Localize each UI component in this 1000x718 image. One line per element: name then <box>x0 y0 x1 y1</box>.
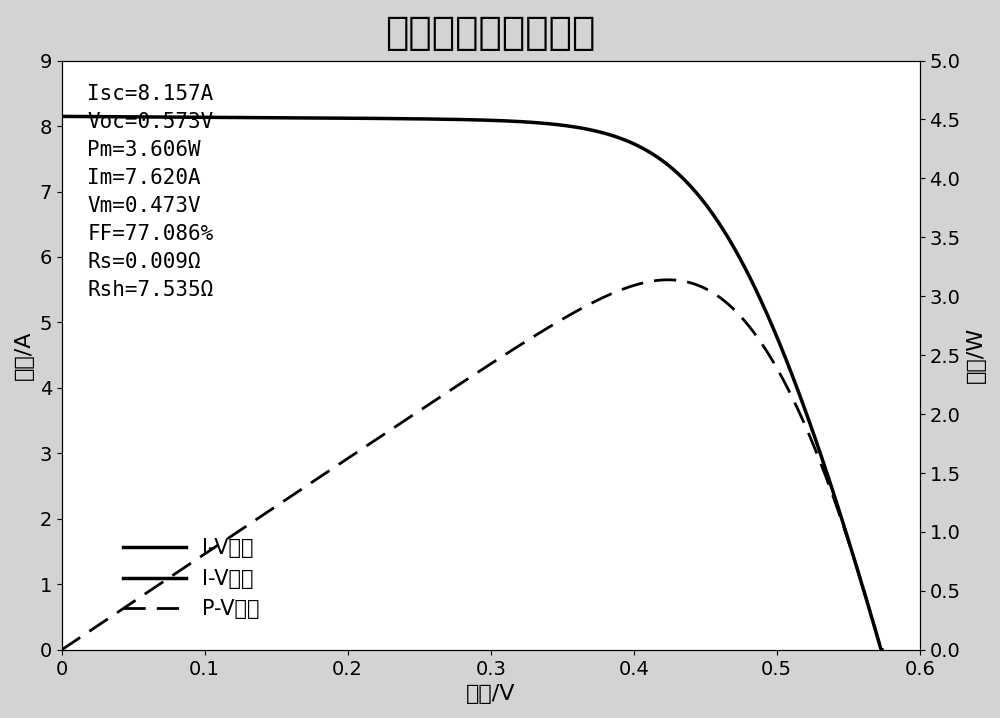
P-V曲线 <box>702 286 714 294</box>
P-V曲线 <box>455 379 467 388</box>
Line: I-V曲线: I-V曲线 <box>62 116 882 650</box>
I-V曲线 <box>98 112 110 121</box>
I-V曲线 <box>702 202 714 211</box>
I-V曲线 <box>852 567 864 576</box>
I-V曲线 <box>876 645 888 654</box>
Line: P-V曲线: P-V曲线 <box>62 280 882 650</box>
Y-axis label: 功率/W: 功率/W <box>966 327 986 383</box>
I-V曲线 <box>455 115 467 123</box>
Text: Isc=8.157A
Voc=0.573V
Pm=3.606W
Im=7.620A
Vm=0.473V
FF=77.086%
Rs=0.009Ω
Rsh=7.5: Isc=8.157A Voc=0.573V Pm=3.606W Im=7.620… <box>87 84 214 300</box>
P-V曲线 <box>56 645 68 654</box>
I-V曲线 <box>852 566 864 574</box>
Y-axis label: 电流/A: 电流/A <box>14 330 34 380</box>
P-V曲线 <box>433 393 445 402</box>
I-V曲线 <box>876 645 888 654</box>
Legend: I-V曲线, I-V曲线, P-V曲线: I-V曲线, I-V曲线, P-V曲线 <box>115 530 268 628</box>
I-V曲线 <box>56 112 68 121</box>
Title: 厂家提供电性能参数: 厂家提供电性能参数 <box>386 14 596 52</box>
P-V曲线 <box>853 569 865 577</box>
I-V曲线 <box>433 115 445 123</box>
P-V曲线 <box>662 276 674 284</box>
X-axis label: 电压/V: 电压/V <box>466 684 515 704</box>
P-V曲线 <box>852 567 864 576</box>
P-V曲线 <box>98 617 110 626</box>
P-V曲线 <box>876 645 888 654</box>
